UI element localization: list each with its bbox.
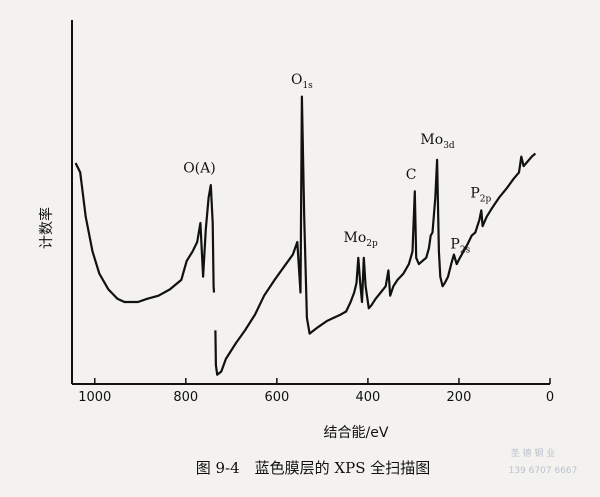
- x-tick-label: 200: [447, 390, 472, 405]
- peak-label-oa: O(A): [183, 160, 216, 176]
- spectrum-segment-2: [214, 95, 537, 376]
- spectrum-lines: [74, 95, 537, 376]
- peak-label-c: C: [406, 167, 417, 183]
- peak-label-mo2p: Mo2p: [343, 230, 377, 249]
- peak-label-p2p: P2p: [470, 186, 491, 205]
- x-tick-label: 0: [546, 390, 554, 405]
- x-axis-ticks: 1000 800 600 400 200 0: [78, 378, 554, 405]
- watermark-line-1: 圣 德 钢 业: [511, 447, 556, 459]
- peak-label-mo3d: Mo3d: [420, 132, 454, 151]
- x-axis-label: 结合能/eV: [324, 425, 389, 441]
- x-tick-label: 400: [355, 390, 380, 405]
- peak-label-p2s: P2s: [450, 236, 470, 255]
- x-tick-label: 1000: [78, 390, 111, 405]
- y-axis-label: 计数率: [38, 207, 55, 249]
- watermark-line-2: 139 6707 6667: [509, 466, 578, 476]
- x-tick-label: 600: [264, 390, 289, 405]
- figure-caption: 图 9-4 蓝色膜层的 XPS 全扫描图: [196, 459, 431, 477]
- spectrum-segment-1: [74, 162, 216, 304]
- x-tick-label: 800: [173, 390, 198, 405]
- peak-label-o1s: O1s: [291, 72, 313, 91]
